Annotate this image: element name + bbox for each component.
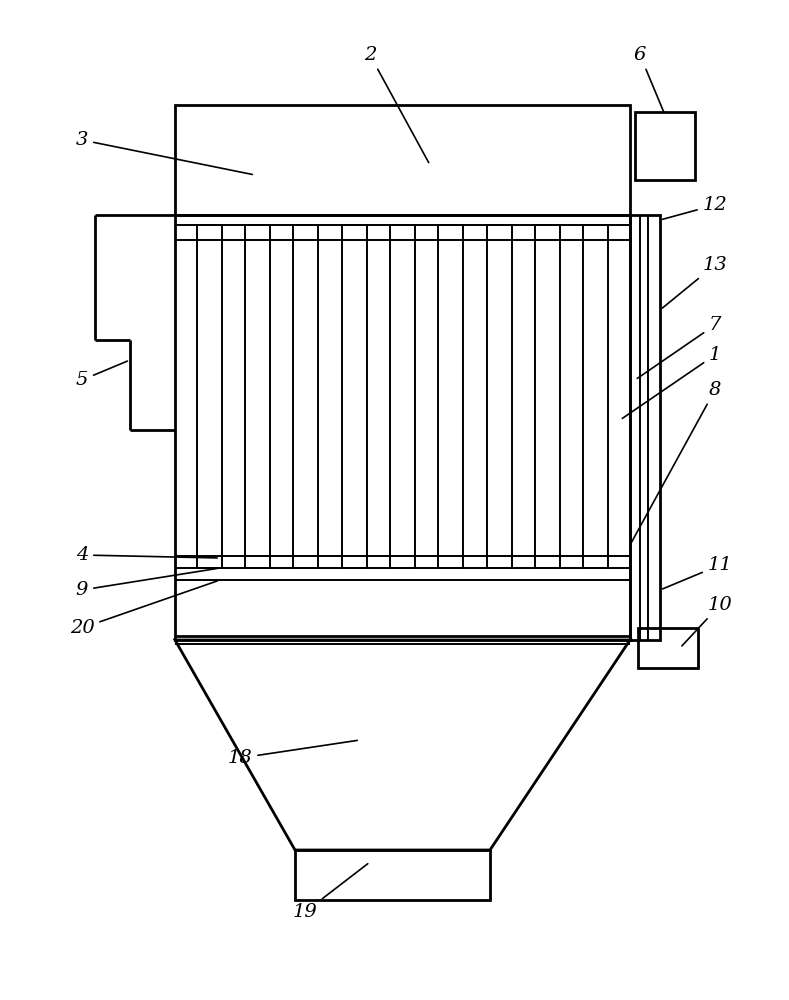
Text: 9: 9 xyxy=(76,568,217,599)
Text: 3: 3 xyxy=(76,131,252,174)
Bar xyxy=(535,225,560,568)
Text: 1: 1 xyxy=(623,346,721,418)
Bar xyxy=(245,225,270,568)
Text: 12: 12 xyxy=(663,196,727,219)
Text: 6: 6 xyxy=(634,46,664,112)
Bar xyxy=(294,225,319,568)
Bar xyxy=(438,225,463,568)
Bar xyxy=(487,225,512,568)
Text: 7: 7 xyxy=(638,316,721,378)
Bar xyxy=(630,215,660,640)
Text: 19: 19 xyxy=(293,864,368,921)
Text: 20: 20 xyxy=(69,581,218,637)
Bar xyxy=(196,225,222,568)
Bar xyxy=(295,850,490,900)
Bar xyxy=(175,105,630,215)
Bar xyxy=(638,628,698,668)
Text: 11: 11 xyxy=(663,556,732,589)
Bar xyxy=(342,225,367,568)
Bar xyxy=(175,215,630,640)
Text: 2: 2 xyxy=(364,46,428,163)
Text: 10: 10 xyxy=(682,596,732,646)
Text: 18: 18 xyxy=(227,740,357,767)
Text: 8: 8 xyxy=(631,381,721,543)
Text: 5: 5 xyxy=(76,361,128,389)
Bar xyxy=(390,225,415,568)
Text: 13: 13 xyxy=(662,256,727,308)
Bar xyxy=(583,225,608,568)
Text: 4: 4 xyxy=(76,546,217,564)
Bar xyxy=(635,112,695,180)
